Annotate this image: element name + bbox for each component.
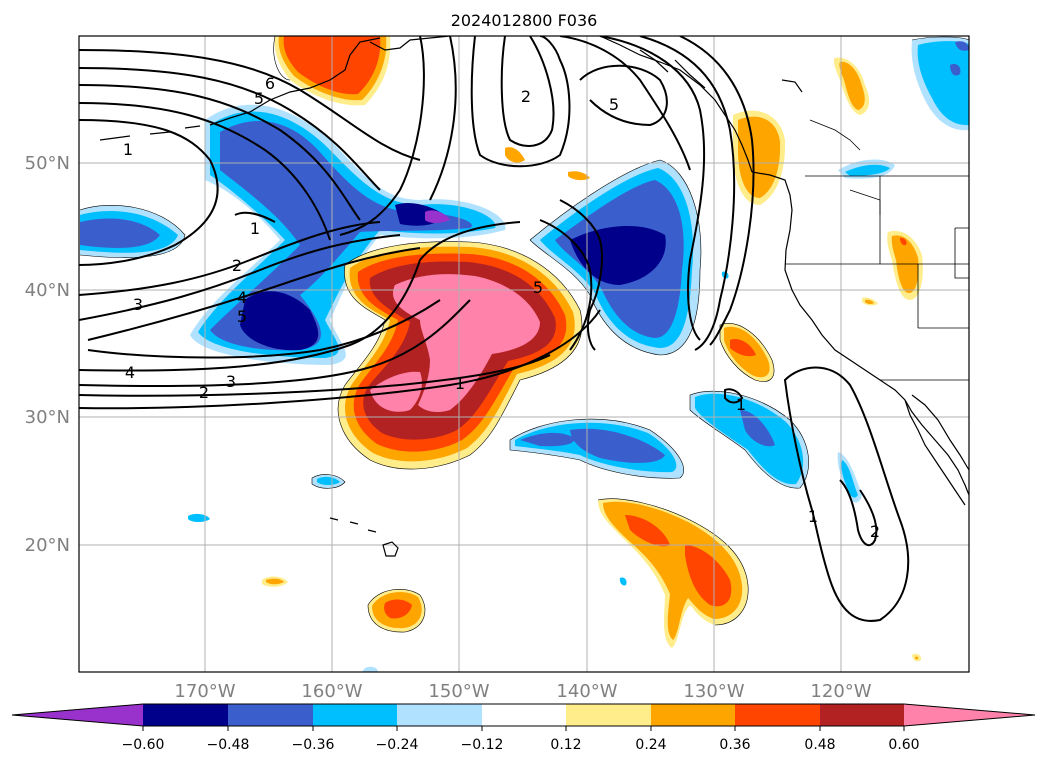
map-title: 2024012800 F036: [451, 11, 598, 30]
colorbar-segment: [651, 704, 735, 726]
contour-label: 4: [237, 288, 247, 307]
lon-label: 120°W: [810, 681, 871, 702]
colorbar-segment: [566, 704, 651, 726]
contour-label-group: 1 1 2 3 4 5 6 5 2 3 2 4 5 1 1 1 2 5: [123, 74, 880, 541]
colorbar-tick-label: 0.12: [550, 737, 581, 753]
coastlines: [99, 36, 969, 557]
colorbar-segment: [735, 704, 820, 726]
colorbar-tick-label: −0.48: [207, 737, 250, 753]
colorbar-extend-high: [904, 704, 1035, 726]
contour-label: 5: [609, 95, 619, 114]
contour-label: 5: [237, 307, 247, 326]
contour-label: 2: [521, 87, 531, 106]
contour-label: 1: [455, 374, 465, 393]
contour-label: 2: [199, 383, 209, 402]
lat-label: 40°N: [25, 280, 70, 301]
contour-label: 6: [265, 74, 275, 93]
colorbar-tick-label: −0.24: [376, 737, 419, 753]
colorbar-segment: [313, 704, 397, 726]
gridlines: [79, 36, 969, 672]
lon-label: 160°W: [301, 681, 362, 702]
contour-label: 1: [736, 395, 746, 414]
lat-label-group: 50°N 40°N 30°N 20°N: [25, 153, 70, 556]
colorbar-tick-label: −0.12: [461, 737, 504, 753]
contour-label: 5: [254, 89, 264, 108]
colorbar-tick-label: −0.60: [122, 737, 165, 753]
contour-label: 1: [250, 219, 260, 238]
lat-label: 30°N: [25, 407, 70, 428]
lon-label: 130°W: [683, 681, 744, 702]
colorbar-segment: [228, 704, 313, 726]
lon-label: 170°W: [174, 681, 235, 702]
colorbar: −0.60 −0.48 −0.36 −0.24 −0.12 0.12 0.24 …: [11, 703, 1036, 753]
colorbar-segment: [397, 704, 482, 726]
contour-label: 3: [133, 295, 143, 314]
colorbar-extend-low: [12, 704, 143, 726]
lat-label: 20°N: [25, 535, 70, 556]
contour-lines: [79, 36, 910, 622]
lon-label: 150°W: [428, 681, 489, 702]
contour-label: 5: [533, 278, 543, 297]
lon-label-group: 170°W 160°W 150°W 140°W 130°W 120°W: [174, 681, 871, 702]
contour-label: 2: [232, 256, 242, 275]
lon-label: 140°W: [556, 681, 617, 702]
colorbar-segment: [820, 704, 904, 726]
colorbar-segment: [482, 704, 566, 726]
contour-label: 1: [808, 507, 818, 526]
contour-label: 4: [125, 363, 135, 382]
colorbar-tick-label: 0.36: [719, 737, 750, 753]
contour-label: 3: [226, 372, 236, 391]
colorbar-tick-label: 0.60: [888, 737, 919, 753]
map-frame: [78, 35, 970, 673]
map-area: 1 1 2 3 4 5 6 5 2 3 2 4 5 1 1 1 2 5: [79, 36, 969, 672]
colorbar-tick-label: −0.36: [292, 737, 335, 753]
colorbar-tick-label: 0.24: [635, 737, 666, 753]
contour-label: 1: [123, 140, 133, 159]
anomaly-outlines: [79, 36, 969, 633]
borders: [785, 119, 969, 381]
contour-label: 2: [870, 522, 880, 541]
lat-label: 50°N: [25, 153, 70, 174]
colorbar-segment: [143, 704, 228, 726]
colorbar-tick-label: 0.48: [804, 737, 835, 753]
